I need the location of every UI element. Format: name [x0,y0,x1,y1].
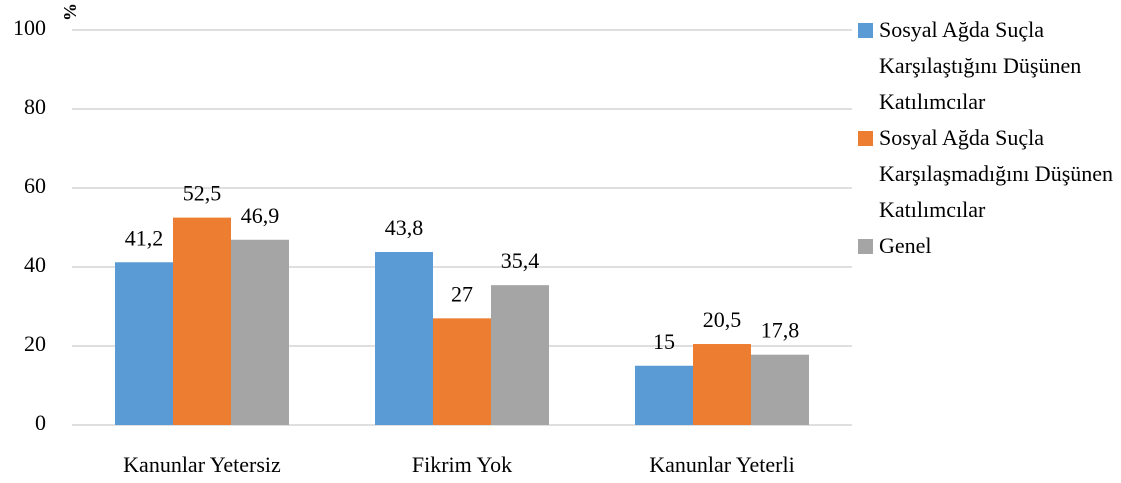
y-tick-label: 100 [13,15,46,40]
y-tick-label: 20 [24,331,46,356]
legend-label: Genel [879,233,932,258]
legend-label: Sosyal Ağda Suçla Karşılaştığını Düşünen… [879,17,1082,114]
y-tick-label: 60 [24,173,46,198]
legend-swatch [858,239,873,254]
legend-swatch [858,131,873,146]
y-tick-label: 0 [35,410,46,435]
y-axis-label: % [60,3,80,21]
data-label: 15 [653,329,675,354]
bar [115,262,173,425]
legend-item: Sosyal Ağda Suçla Karşılaştığını Düşünen… [858,12,1120,120]
bar [231,239,289,425]
bar [491,285,549,425]
data-label: 27 [451,281,473,306]
legend-item: Genel [858,228,1120,264]
data-label: 52,5 [183,181,222,206]
x-tick-label: Kanunlar Yeterli [649,452,794,477]
data-label: 35,4 [501,248,540,273]
data-label: 17,8 [761,318,800,343]
data-label: 46,9 [241,203,280,228]
legend-label: Sosyal Ağda Suçla Karşılaşmadığını Düşün… [879,125,1114,222]
data-label: 41,2 [125,225,164,250]
bar [693,344,751,425]
y-tick-label: 80 [24,94,46,119]
bar [375,251,433,425]
bar [635,365,693,425]
bar [173,217,231,425]
bar [751,354,809,425]
data-label: 20,5 [703,307,742,332]
x-tick-label: Kanunlar Yetersiz [123,452,281,477]
bar [433,318,491,425]
x-tick-label: Fikrim Yok [412,452,512,477]
legend-swatch [858,23,873,38]
legend-item: Sosyal Ağda Suçla Karşılaşmadığını Düşün… [858,120,1120,228]
legend: Sosyal Ağda Suçla Karşılaştığını Düşünen… [858,12,1120,264]
y-tick-label: 40 [24,252,46,277]
data-label: 43,8 [385,215,424,240]
